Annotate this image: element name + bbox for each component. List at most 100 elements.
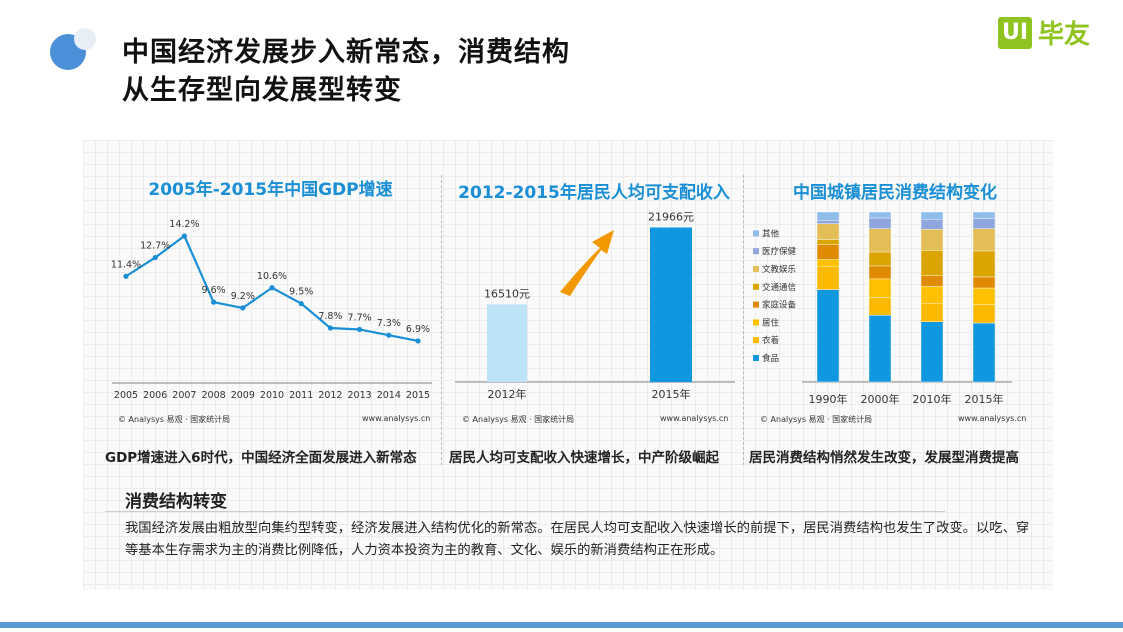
- chart3-segment: [972, 228, 996, 252]
- chart3-legend-label: 食品: [762, 353, 779, 364]
- summary-heading: 消费结构转变: [125, 492, 227, 512]
- chart1-source: © Analysys 易观 · 国家统计局: [118, 415, 231, 424]
- chart3-legend-swatch: [753, 319, 759, 326]
- chart2-site: www.analysys.cn: [660, 414, 729, 423]
- caption-consumption: 居民消费结构悄然发生改变，发展型消费提高: [749, 450, 1019, 466]
- chart1-x-tick: 2011: [289, 390, 313, 401]
- chart1-point: [211, 299, 217, 305]
- chart3-segment: [816, 211, 840, 221]
- chart1-point: [415, 338, 421, 344]
- chart1-x-tick: 2013: [348, 390, 372, 401]
- chart2-data-label: 16510元: [484, 287, 530, 300]
- chart1-data-label: 10.6%: [257, 271, 287, 282]
- chart3-legend-swatch: [753, 301, 759, 308]
- chart3-legend-swatch: [753, 337, 759, 344]
- chart3-segment: [972, 250, 996, 278]
- logo-badge: UI: [998, 16, 1032, 49]
- chart1-data-label: 9.2%: [231, 291, 255, 302]
- summary-divider: [105, 511, 945, 512]
- chart3-segment: [816, 289, 840, 383]
- chart3-legend-label: 居住: [762, 317, 780, 328]
- title-line-1: 中国经济发展步入新常态，消费结构: [122, 37, 570, 68]
- chart3-legend-swatch: [753, 230, 759, 237]
- chart3-legend-swatch: [753, 266, 759, 272]
- growth-arrow-icon: [560, 230, 614, 296]
- chart3-segment: [816, 244, 840, 260]
- chart1-point: [181, 233, 187, 239]
- chart1-point: [269, 285, 275, 291]
- chart3-segment: [972, 276, 996, 289]
- chart3-segment: [920, 229, 944, 251]
- chart3-segment: [920, 321, 944, 383]
- content-panel: [83, 140, 1053, 590]
- chart2-title: 2012-2015年居民人均可支配收入: [458, 183, 730, 203]
- chart3-segment: [868, 278, 892, 298]
- chart2-source: © Analysys 易观 · 国家统计局: [462, 415, 575, 424]
- chart1-point: [152, 254, 158, 261]
- chart1-data-label: 11.4%: [111, 259, 141, 270]
- chart1-site: www.analysys.cn: [362, 414, 431, 423]
- chart1-point: [357, 326, 363, 333]
- chart3-segment: [920, 211, 944, 220]
- chart3-x-tick: 2000年: [861, 392, 900, 406]
- divider: [743, 175, 744, 465]
- chart3-legend-label: 家庭设备: [762, 300, 797, 311]
- chart3-legend-label: 文教娱乐: [762, 264, 797, 275]
- chart1-x-tick: 2010: [260, 390, 284, 401]
- caption-income: 居民人均可支配收入快速增长，中产阶级崛起: [449, 450, 719, 466]
- chart1-title: 2005年-2015年中国GDP增速: [148, 180, 393, 200]
- chart1-x-tick: 2009: [231, 390, 255, 401]
- chart3-segment: [868, 297, 892, 316]
- chart3-segment: [972, 211, 996, 219]
- chart3-source: © Analysys 易观 · 国家统计局: [760, 415, 873, 424]
- summary-text: 我国经济发展由粗放型向集约型转变，经济发展进入结构优化的新常态。在居民人均可支配…: [125, 521, 1030, 558]
- chart3-legend-swatch: [753, 355, 759, 361]
- chart3-legend-label: 其他: [762, 228, 780, 239]
- decor-circle-small: [74, 28, 96, 50]
- chart1-point: [298, 300, 304, 307]
- chart1-point: [327, 325, 333, 331]
- chart3-segment: [972, 218, 996, 229]
- chart3-site: www.analysys.cn: [958, 414, 1027, 423]
- chart1-point: [240, 305, 246, 311]
- chart2-x-tick: 2015年: [652, 387, 691, 401]
- chart1-data-label: 7.3%: [377, 318, 401, 329]
- chart2-bar: [650, 227, 692, 382]
- chart1-x-tick: 2007: [172, 390, 196, 401]
- chart2-x-tick: 2012年: [488, 387, 527, 401]
- chart1-data-label: 9.6%: [202, 285, 226, 296]
- chart1-data-label: 7.8%: [318, 311, 342, 322]
- chart3-segment: [868, 251, 892, 267]
- title-line-2: 从生存型向发展型转变: [122, 75, 402, 106]
- chart1-x-tick: 2005: [114, 390, 138, 401]
- chart1-data-label: 6.9%: [406, 324, 430, 335]
- chart3-segment: [972, 322, 996, 383]
- chart3-segment: [868, 211, 892, 219]
- chart1-x-tick: 2015: [406, 390, 430, 401]
- chart3-segment: [920, 250, 944, 276]
- chart3-x-tick: 2015年: [965, 392, 1004, 406]
- chart1-x-tick: 2008: [202, 390, 226, 401]
- chart3-title: 中国城镇居民消费结构变化: [793, 183, 997, 203]
- chart3-segment: [816, 239, 840, 245]
- bottom-bar: [0, 622, 1123, 628]
- chart3-x-tick: 2010年: [913, 392, 952, 406]
- chart3-segment: [920, 286, 944, 304]
- chart3-segment: [972, 287, 996, 305]
- chart3-segment: [816, 220, 840, 224]
- chart1-data-label: 7.7%: [348, 312, 372, 323]
- chart1-x-tick: 2012: [318, 390, 342, 401]
- chart3-segment: [972, 304, 996, 324]
- chart2-bar: [487, 304, 527, 382]
- chart3-segment: [920, 275, 944, 287]
- chart3-segment: [816, 266, 840, 290]
- chart3-legend-label: 衣着: [762, 335, 779, 346]
- chart3-segment: [868, 228, 892, 253]
- chart1-data-label: 12.7%: [140, 241, 170, 252]
- chart3-segment: [816, 259, 840, 267]
- chart3-x-tick: 1990年: [809, 392, 848, 406]
- chart1-point: [386, 332, 392, 338]
- caption-gdp: GDP增速进入6时代，中国经济全面发展进入新常态: [105, 450, 417, 466]
- chart3-segment: [920, 219, 944, 230]
- chart3-segment: [816, 223, 840, 240]
